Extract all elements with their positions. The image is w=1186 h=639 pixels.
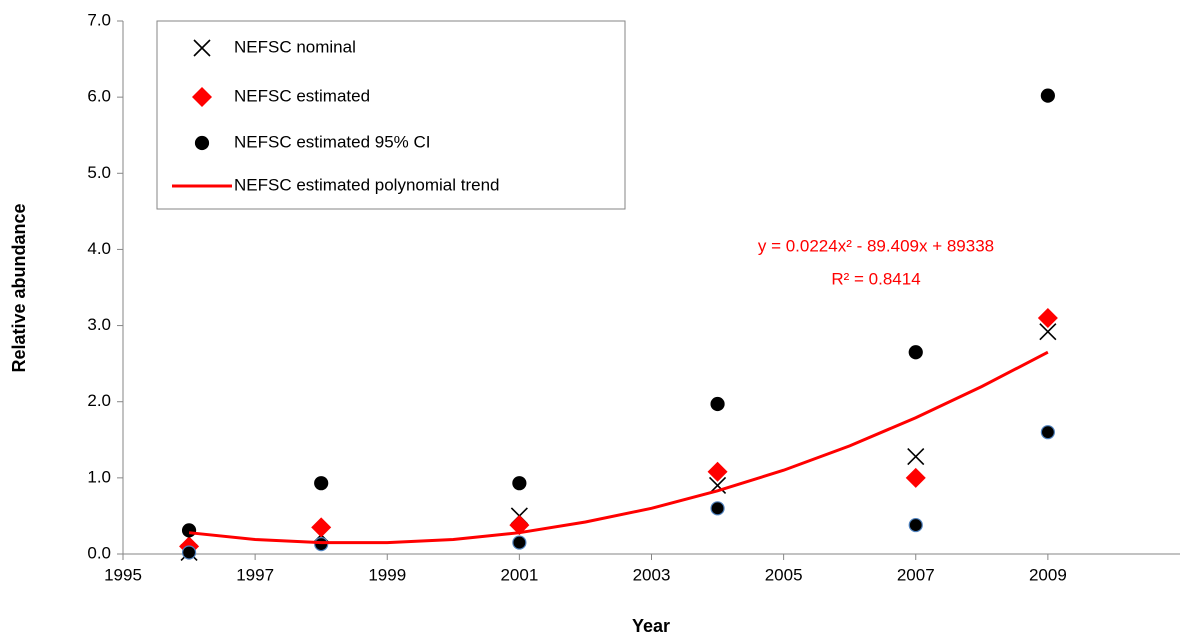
ci-upper-point xyxy=(908,345,923,360)
x-tick-label: 2003 xyxy=(633,565,671,584)
y-tick-label: 0.0 xyxy=(87,543,111,562)
estimated-point xyxy=(311,517,332,538)
x-tick-label: 1995 xyxy=(104,565,142,584)
x-tick-label: 2001 xyxy=(500,565,538,584)
y-tick-label: 6.0 xyxy=(87,87,111,106)
ci-upper-point xyxy=(710,396,725,412)
ci-lower-point xyxy=(710,501,725,516)
legend-label: NEFSC estimated 95% CI xyxy=(234,132,431,151)
ci-upper-point xyxy=(1040,88,1055,103)
legend-label: NEFSC nominal xyxy=(234,37,356,56)
ci-upper-point xyxy=(181,523,197,538)
ci-lower-point xyxy=(181,545,197,560)
ci-lower-point xyxy=(512,535,527,550)
y-axis-label: Relative abundance xyxy=(9,203,29,372)
estimated-point xyxy=(707,461,728,482)
y-tick-label: 4.0 xyxy=(87,239,111,258)
y-tick-label: 1.0 xyxy=(87,467,111,486)
r-squared-label: R² = 0.8414 xyxy=(831,269,920,288)
x-tick-label: 1997 xyxy=(236,565,274,584)
y-tick-label: 3.0 xyxy=(87,315,111,334)
ci-upper-point xyxy=(512,476,527,491)
legend-box xyxy=(156,20,626,210)
legend-marker xyxy=(193,39,211,57)
y-tick-label: 5.0 xyxy=(87,163,111,182)
ci-lower-point xyxy=(908,517,923,533)
legend-label: NEFSC estimated xyxy=(234,86,370,105)
x-tick-label: 1999 xyxy=(368,565,406,584)
y-tick-label: 7.0 xyxy=(87,10,111,29)
estimated-point xyxy=(509,515,530,536)
ci-lower-point xyxy=(1040,425,1055,440)
equation-label: y = 0.0224x² - 89.409x + 89338 xyxy=(758,236,994,255)
nominal-point xyxy=(1039,323,1057,341)
legend-marker xyxy=(192,87,212,107)
nominal-point xyxy=(907,447,925,466)
estimated-point xyxy=(905,467,926,488)
legend-label: NEFSC estimated polynomial trend xyxy=(234,175,500,194)
trend-line xyxy=(188,350,1049,545)
estimated-point xyxy=(1037,307,1058,328)
x-tick-label: 2007 xyxy=(897,565,935,584)
ci-lower-point xyxy=(314,537,329,552)
x-tick-label: 2005 xyxy=(765,565,803,584)
legend-marker xyxy=(194,135,210,151)
x-tick-label: 2009 xyxy=(1029,565,1067,584)
y-tick-label: 2.0 xyxy=(87,391,111,410)
x-axis-label: Year xyxy=(632,616,670,636)
ci-upper-point xyxy=(314,476,329,491)
